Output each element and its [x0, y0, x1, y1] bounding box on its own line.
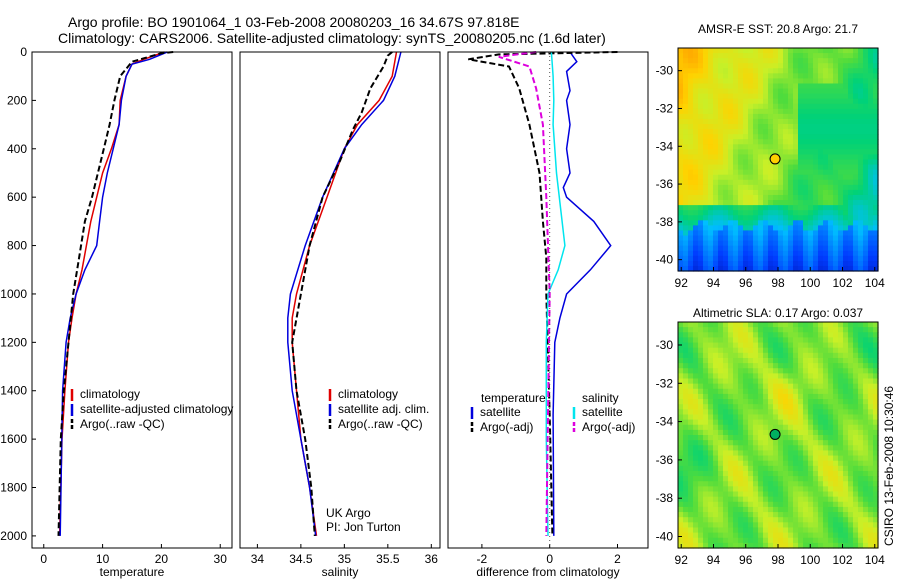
x-tick-label-2: 2: [614, 552, 621, 566]
annotation-0: UK Argo: [326, 506, 371, 520]
map-field: [678, 48, 879, 272]
salinity-panel: 34 34.5 35 35.5 36 salinity climatologysatelli…: [239, 51, 441, 579]
map-y-tick-label-4: -38: [656, 491, 674, 505]
series-line-2: [291, 51, 393, 536]
y-tick-label-0: 0: [20, 45, 27, 59]
temperature-panel: 0 10 20 30 0 200 400 600 800 1000 1200 1400 1600 1800…: [0, 45, 233, 579]
map-y-tick-label-4: -38: [656, 215, 674, 229]
series-line-0: [552, 51, 612, 536]
map-x-tick-label-1: 94: [707, 276, 721, 290]
legend-heading-salinity: salinity: [582, 391, 619, 405]
map-y-tick-label-5: -40: [656, 530, 674, 544]
y-tick-label-8: 1600: [0, 432, 27, 446]
map-x-tick-label-5: 102: [833, 276, 853, 290]
x-tick-label-0: 34: [251, 552, 265, 566]
map-x-tick-label-4: 100: [800, 553, 820, 567]
y-tick-label-3: 600: [7, 190, 27, 204]
y-tick-label-6: 1200: [0, 335, 27, 349]
series-line-2: [545, 51, 566, 536]
legend-label-2: Argo(..raw -QC): [80, 417, 165, 431]
legend-label-1: satellite-adjusted climatology: [80, 402, 233, 416]
map-title: AMSR-E SST: 20.8 Argo: 21.7: [698, 22, 858, 36]
map-title: Altimetric SLA: 0.17 Argo: 0.037: [693, 306, 863, 320]
x-tick-label-1: 0: [546, 552, 553, 566]
x-tick-label-3: 30: [214, 552, 228, 566]
x-axis-label: temperature: [100, 565, 165, 579]
legend-label-2: satellite: [582, 405, 623, 419]
argo-location-marker: [769, 428, 781, 440]
timestamp-label: CSIRO 13-Feb-2008 10:30:46: [882, 386, 896, 546]
plot-frame: [31, 51, 233, 549]
series-line-0: [58, 51, 165, 536]
map-y-tick-label-3: -36: [656, 453, 674, 467]
x-tick-label-2: 20: [155, 552, 169, 566]
legend-heading-temperature: temperature: [481, 391, 546, 405]
y-tick-label-1: 200: [7, 93, 27, 107]
map-y-tick-label-1: -32: [656, 101, 674, 115]
map-x-tick-label-0: 92: [675, 276, 689, 290]
map-x-tick-label-0: 92: [675, 553, 689, 567]
sla-map-panel: 92 94 96 98 100 102 104 -30 -32 -34 -36 -38 -40 Altim…: [656, 306, 885, 567]
x-tick-label-0: 0: [40, 552, 47, 566]
series-line-1: [59, 51, 168, 536]
map-x-tick-label-2: 96: [739, 553, 753, 567]
series-line-2: [57, 51, 174, 536]
map-x-tick-label-1: 94: [707, 553, 721, 567]
legend-label-2: Argo(..raw -QC): [338, 417, 423, 431]
y-tick-label-4: 800: [7, 239, 27, 253]
x-tick-label-4: 36: [425, 552, 439, 566]
y-tick-label-5: 1000: [0, 287, 27, 301]
annotation-1: PI: Jon Turton: [326, 520, 401, 534]
legend-label-1: satellite adj. clim.: [338, 402, 429, 416]
header-line1: Argo profile: BO 1901064_1 03-Feb-2008 2…: [68, 14, 519, 30]
legend-label-3: Argo(-adj): [582, 420, 635, 434]
x-tick-label-0: -2: [477, 552, 488, 566]
map-x-tick-label-3: 98: [771, 276, 785, 290]
y-tick-label-10: 2000: [0, 529, 27, 543]
map-x-tick-label-4: 100: [800, 276, 820, 290]
argo-location-marker: [769, 153, 781, 165]
y-tick-label-9: 1800: [0, 481, 27, 495]
x-tick-label-1: 10: [96, 552, 110, 566]
x-tick-label-2: 35: [338, 552, 352, 566]
map-y-tick-label-1: -32: [656, 376, 674, 390]
map-x-tick-label-6: 104: [865, 553, 885, 567]
map-y-tick-label-2: -34: [656, 415, 674, 429]
legend-label-0: climatology: [80, 387, 140, 401]
series-line-1: [287, 51, 402, 536]
header-line2: Climatology: CARS2006. Satellite-adjuste…: [58, 30, 606, 46]
map-x-tick-label-5: 102: [833, 553, 853, 567]
y-tick-label-2: 400: [7, 142, 27, 156]
x-axis-label: salinity: [322, 565, 359, 579]
x-tick-label-1: 34.5: [289, 552, 313, 566]
map-y-tick-label-3: -36: [656, 177, 674, 191]
map-field: [678, 322, 879, 549]
legend-label-0: satellite: [480, 405, 521, 419]
map-y-tick-label-5: -40: [656, 253, 674, 267]
sst-map-panel: 92 94 96 98 100 102 104 -30 -32 -34 -36 -38 -40 AMSR-…: [656, 22, 885, 290]
plot-frame: [447, 51, 649, 549]
map-x-tick-label-2: 96: [739, 276, 753, 290]
map-x-tick-label-6: 104: [865, 276, 885, 290]
map-y-tick-label-2: -34: [656, 139, 674, 153]
x-tick-label-3: 35.5: [376, 552, 400, 566]
map-y-tick-label-0: -30: [656, 64, 674, 78]
series-line-3: [498, 51, 551, 536]
y-tick-label-7: 1400: [0, 384, 27, 398]
map-y-tick-label-0: -30: [656, 338, 674, 352]
legend-label-1: Argo(-adj): [480, 420, 533, 434]
plot-frame: [239, 51, 441, 549]
x-axis-label: difference from climatology: [476, 565, 619, 579]
map-x-tick-label-3: 98: [771, 553, 785, 567]
legend-label-0: climatology: [338, 387, 398, 401]
